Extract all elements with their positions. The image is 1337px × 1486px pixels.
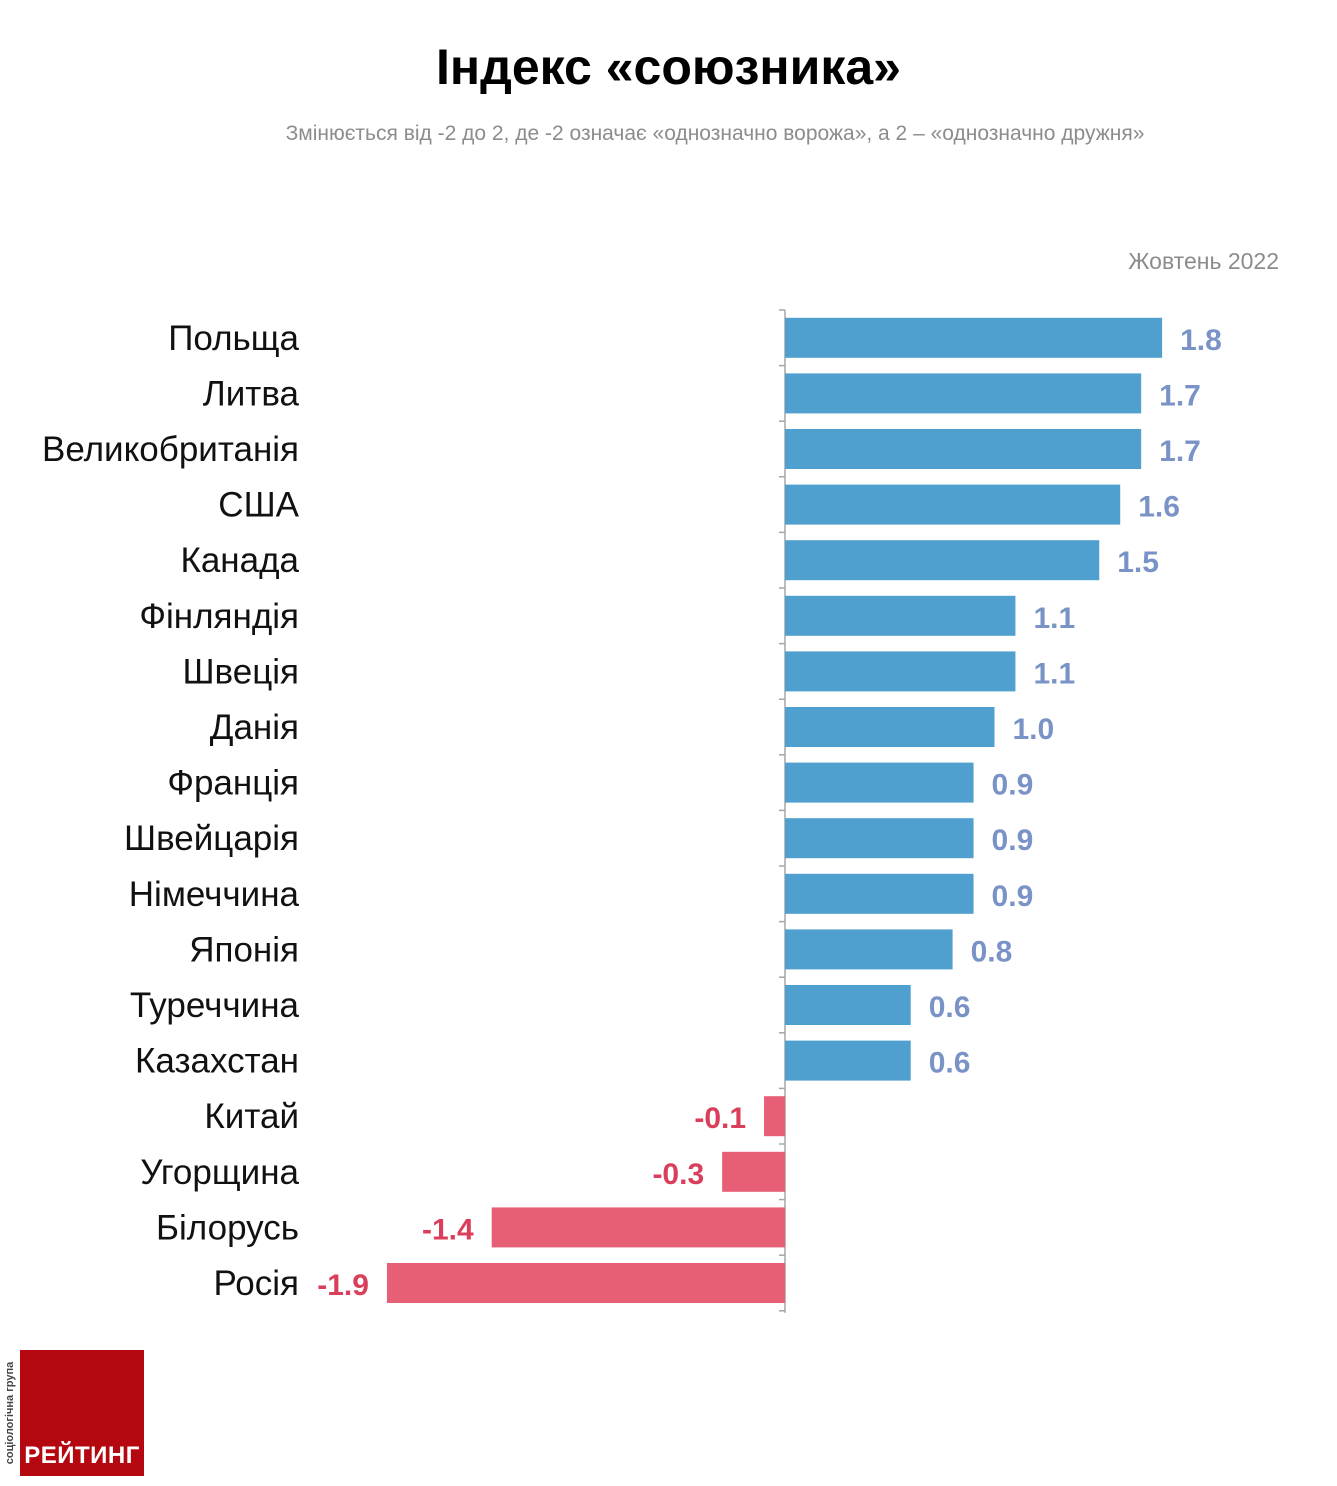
category-label: Туреччина [130,986,300,1025]
bar [785,1040,911,1081]
logo-tagline-text: соціологічна група [4,1361,16,1465]
bar [785,595,1016,636]
category-label: Угорщина [140,1153,299,1192]
bar [785,373,1142,414]
chart-subtitle: Змінюється від -2 до 2, де -2 означає «о… [285,122,1145,145]
data-label: 1.1 [1033,657,1075,690]
bar [722,1151,785,1192]
bar [785,873,974,914]
category-label: Литва [203,374,300,413]
bar [764,1096,785,1137]
bar [785,818,974,859]
logo-name: РЕЙТИНГ [24,1442,140,1469]
category-label: Франція [167,764,299,803]
bar [785,484,1121,525]
data-label: 1.6 [1138,491,1180,524]
data-label: -1.9 [317,1269,369,1302]
category-label: Фінляндія [139,597,299,636]
category-label: Канада [180,541,299,580]
data-label: -0.1 [694,1102,746,1135]
period-label: Жовтень 2022 [1128,248,1279,274]
bar [386,1263,785,1303]
category-label: Польща [168,319,299,358]
category-label: Швейцарія [124,819,299,858]
bar [785,762,974,803]
data-label: 1.7 [1159,379,1201,412]
data-label: 0.6 [929,991,971,1024]
bar [785,985,911,1025]
bar [785,651,1016,692]
category-label: Данія [210,708,299,747]
category-label: Білорусь [156,1208,299,1247]
data-label: 0.9 [992,769,1034,802]
data-label: -0.3 [652,1158,704,1191]
bar [785,317,1163,358]
data-label: 0.9 [992,824,1034,857]
data-label: -1.4 [422,1213,474,1246]
category-label: Китай [204,1097,299,1136]
category-label: Швеція [182,652,299,691]
category-label: Великобританія [42,430,299,469]
data-label: 0.8 [971,935,1013,968]
bar [491,1207,785,1248]
category-label: США [218,486,299,525]
bar [785,429,1142,469]
bar-chart: Польща 1.8 Литва 1.7 Великобританія 1.7 США 1.6… [42,309,1222,1313]
rating-logo: РЕЙТИНГ [20,1350,144,1476]
category-label: Німеччина [129,875,300,914]
chart-title: Індекс «союзника» [436,39,901,95]
data-label: 1.1 [1033,602,1075,635]
category-label: Росія [213,1264,299,1303]
logo-tagline: соціологічна група [2,1350,18,1476]
category-label: Японія [189,930,299,969]
category-label: Казахстан [135,1042,299,1081]
data-label: 1.7 [1159,435,1201,468]
data-label: 0.9 [992,880,1034,913]
data-label: 1.8 [1180,324,1222,357]
bar [785,707,995,747]
data-label: 1.0 [1013,713,1055,746]
bar [785,929,953,970]
data-label: 1.5 [1117,546,1159,579]
data-label: 0.6 [929,1047,971,1080]
bar [785,540,1100,581]
